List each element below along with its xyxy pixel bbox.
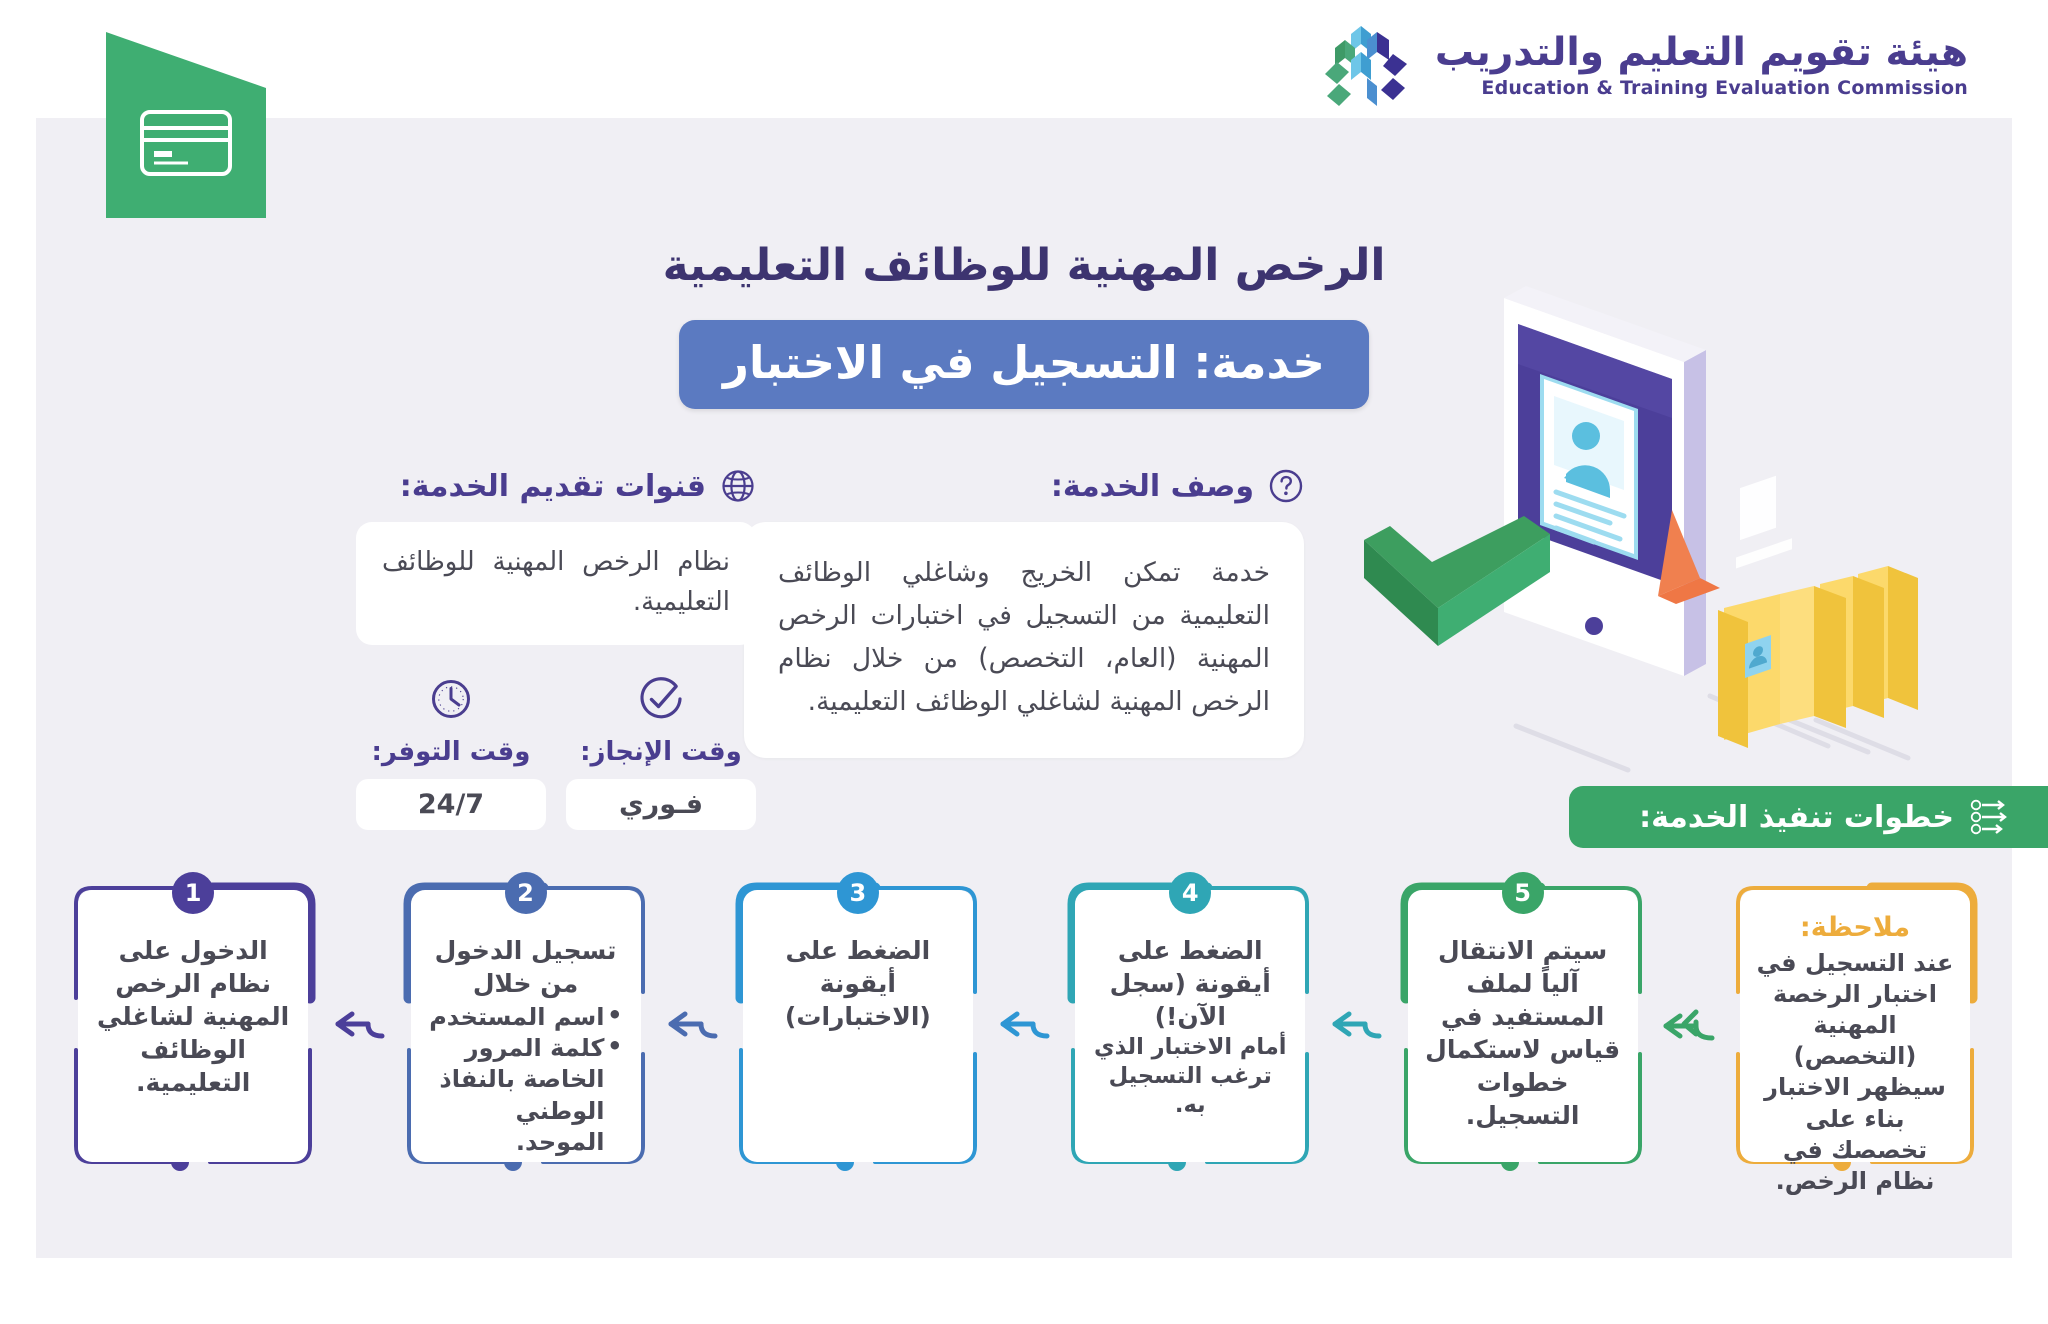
arrow-left-icon	[1663, 1009, 1715, 1041]
step-frame-outline-4	[1067, 882, 1310, 1171]
etec-logo: هيئة تقويم التعليم والتدريب Education & …	[1309, 22, 1968, 110]
logo-arabic-name: هيئة تقويم التعليم والتدريب	[1434, 30, 1968, 76]
availability-time-label: وقت التوفر:	[371, 736, 531, 767]
arrow-left-icon	[335, 1011, 385, 1039]
step-frame-2: 2 تسجيل الدخول من خلال اسم المستخدم كلمة…	[393, 872, 659, 1174]
steps-banner: خطوات تنفيذ الخدمة:	[1569, 786, 2048, 848]
step-number-4: 4	[1169, 872, 1212, 914]
step-frame-5: 5 سيتم الانتقال آلياً لملف المستفيد في ق…	[1390, 872, 1656, 1174]
step-wrap-2: 2 تسجيل الدخول من خلال اسم المستخدم كلمة…	[393, 872, 659, 1174]
note-frame: ملاحظة: عند التسجيل في اختبار الرخصة الم…	[1722, 878, 1988, 1195]
note-title: ملاحظة:	[1799, 912, 1911, 943]
completion-time-value: فـوري	[566, 778, 756, 830]
orange-arrow	[1658, 510, 1720, 604]
step-text-2: تسجيل الدخول من خلال اسم المستخدم كلمة ا…	[427, 934, 625, 1158]
service-description-block: وصف الخدمة: خدمة تمكن الخريج وشاغلي الوظ…	[744, 468, 1304, 758]
question-mark-icon	[1269, 469, 1303, 503]
check-circle-icon	[640, 676, 682, 718]
step-text-1: الدخول على نظام الرخص المهنية لشاغلي الو…	[96, 936, 290, 1097]
service-channels-heading-label: قنوات تقديم الخدمة:	[399, 468, 706, 504]
step-number-1: 1	[172, 872, 215, 914]
service-time-row: وقت الإنجاز: فـوري وقت التوفر: 24/7	[356, 671, 756, 830]
step-card-1: 1 الدخول على نظام الرخص المهنية لشاغلي ا…	[78, 872, 309, 1162]
note-card-wrap: ملاحظة: عند التسجيل في اختبار الرخصة الم…	[1722, 878, 1988, 1195]
service-channel-value: نظام الرخص المهنية للوظائف التعليمية.	[356, 522, 756, 645]
license-card-badge	[106, 32, 266, 218]
step-text-4-sub: أمام الاختبار الذي ترغب التسجيل به.	[1094, 1034, 1287, 1118]
step-frame-outline-3	[735, 882, 977, 1171]
tablet-device	[1504, 286, 1706, 676]
arrow-to-step-3	[665, 878, 719, 1174]
step-text-2-main: تسجيل الدخول من خلال	[434, 936, 617, 998]
steps-row: ملاحظة: عند التسجيل في اختبار الرخصة الم…	[60, 872, 1988, 1195]
page-title: الرخص المهنية للوظائف التعليمية	[662, 240, 1386, 291]
yellow-folders	[1718, 475, 1918, 748]
note-frame-outline	[1736, 882, 1978, 1171]
step-2-bullet-list: اسم المستخدم كلمة المرور الخاصة بالنفاذ …	[427, 1000, 625, 1158]
service-title-chip: خدمة: التسجيل في الاختبار	[679, 320, 1369, 409]
step-text-4: الضغط على أيقونة (سجل الآن!) أمام الاختب…	[1091, 934, 1289, 1119]
step-text-3: الضغط على أيقونة (الاختبارات)	[784, 936, 931, 1031]
step-text-5: سيتم الانتقال آلياً لملف المستفيد في قيا…	[1425, 936, 1621, 1130]
step-number-3: 3	[836, 872, 879, 914]
step-wrap-4: 4 الضغط على أيقونة (سجل الآن!) أمام الاخ…	[1057, 872, 1323, 1174]
step-wrap-1: 1 الدخول على نظام الرخص المهنية لشاغلي ا…	[60, 872, 326, 1174]
clock-icon	[432, 679, 470, 718]
note-body: عند التسجيل في اختبار الرخصة المهنية (ال…	[1756, 948, 1954, 1195]
step-card-3: 3 الضغط على أيقونة (الاختبارات)	[742, 872, 973, 1162]
note-text: ملاحظة: عند التسجيل في اختبار الرخصة الم…	[1756, 910, 1954, 1197]
steps-banner-label: خطوات تنفيذ الخدمة:	[1639, 799, 1954, 835]
service-channels-heading: قنوات تقديم الخدمة:	[356, 468, 756, 504]
arrow-to-step-4	[997, 878, 1051, 1174]
step-frame-1: 1 الدخول على نظام الرخص المهنية لشاغلي ا…	[60, 872, 326, 1174]
tablet-profile-folders-illustration	[1364, 286, 1918, 773]
step-frame-outline-5	[1400, 882, 1642, 1171]
step-card-5: 5 سيتم الانتقال آلياً لملف المستفيد في ق…	[1407, 872, 1638, 1162]
step-frame-3: 3 الضغط على أيقونة (الاختبارات)	[725, 872, 991, 1174]
step-frame-outline-1	[74, 882, 316, 1171]
arrow-left-icon	[1000, 1011, 1050, 1039]
check-circle-icon-wrap	[566, 671, 756, 727]
step-number-5: 5	[1501, 872, 1544, 914]
step-card-2: 2 تسجيل الدخول من خلال اسم المستخدم كلمة…	[410, 872, 641, 1162]
step-frame-4: 4 الضغط على أيقونة (سجل الآن!) أمام الاخ…	[1057, 872, 1323, 1174]
arrow-to-note	[1662, 878, 1716, 1174]
arrow-to-step-5	[1329, 878, 1383, 1174]
arrow-left-icon	[668, 1011, 718, 1039]
availability-time-block: وقت التوفر: 24/7	[356, 671, 546, 830]
logo-english-name: Education & Training Evaluation Commissi…	[1481, 77, 1968, 99]
globe-icon	[722, 470, 754, 502]
service-description-heading-label: وصف الخدمة:	[1050, 468, 1254, 504]
step-2-bullet-2: كلمة المرور الخاصة بالنفاذ الوطني الموحد…	[427, 1031, 625, 1158]
completion-time-block: وقت الإنجاز: فـوري	[566, 671, 756, 830]
arrow-to-step-2	[332, 878, 386, 1174]
arrow-left-icon	[1332, 1011, 1382, 1039]
green-checkmark	[1364, 516, 1550, 646]
page-header: هيئة تقويم التعليم والتدريب Education & …	[0, 0, 2048, 118]
step-number-2: 2	[504, 872, 547, 914]
completion-time-label: وقت الإنجاز:	[580, 736, 742, 767]
step-2-bullet-1: اسم المستخدم	[427, 1000, 625, 1033]
step-card-4: 4 الضغط على أيقونة (سجل الآن!) أمام الاخ…	[1075, 872, 1306, 1162]
etec-logo-mark	[1324, 26, 1407, 106]
step-wrap-3: 3 الضغط على أيقونة (الاختبارات)	[725, 872, 991, 1174]
availability-time-value: 24/7	[356, 778, 546, 830]
service-description-card: خدمة تمكن الخريج وشاغلي الوظائف التعليمي…	[744, 522, 1304, 758]
step-wrap-5: 5 سيتم الانتقال آلياً لملف المستفيد في ق…	[1390, 872, 1656, 1174]
service-channels-block: قنوات تقديم الخدمة: نظام الرخص المهنية ل…	[356, 468, 756, 830]
note-card: ملاحظة: عند التسجيل في اختبار الرخصة الم…	[1740, 890, 1970, 1195]
logo-text: هيئة تقويم التعليم والتدريب Education & …	[1434, 30, 1968, 99]
profile-card	[1540, 374, 1638, 560]
step-text-4-main: الضغط على أيقونة (سجل الآن!)	[1109, 936, 1271, 1031]
service-description-heading: وصف الخدمة:	[744, 468, 1304, 504]
clock-icon-wrap	[356, 671, 546, 727]
ordered-steps-icon	[1970, 799, 2007, 835]
